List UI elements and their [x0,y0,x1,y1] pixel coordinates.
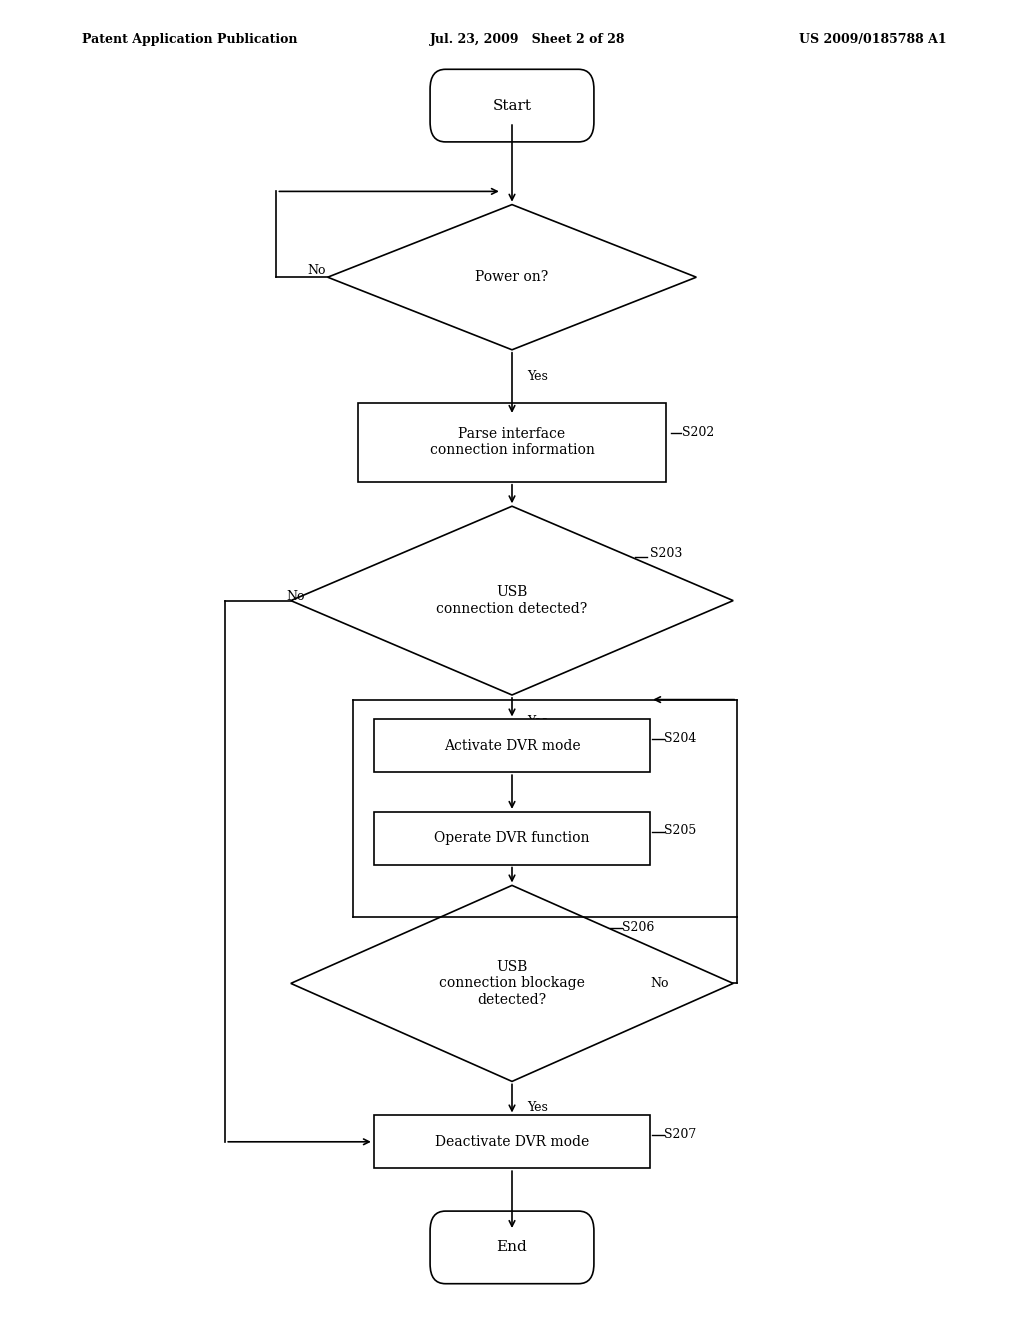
Text: No: No [307,264,326,277]
Bar [374,719,650,772]
Text: S203: S203 [650,546,683,560]
Bar [358,403,666,482]
Text: Activate DVR mode: Activate DVR mode [443,739,581,752]
Text: Patent Application Publication: Patent Application Publication [82,33,297,46]
Polygon shape [291,506,733,694]
Text: No: No [287,590,305,603]
Text: Yes: Yes [527,1101,548,1114]
Text: S202: S202 [682,425,714,438]
Text: Jul. 23, 2009   Sheet 2 of 28: Jul. 23, 2009 Sheet 2 of 28 [430,33,626,46]
Text: Yes: Yes [527,715,548,727]
Text: S205: S205 [664,824,695,837]
Bar [374,812,650,865]
Text: FIG. 2: FIG. 2 [470,73,554,96]
Polygon shape [328,205,696,350]
Text: US 2009/0185788 A1: US 2009/0185788 A1 [799,33,946,46]
Text: End: End [497,1241,527,1254]
Text: Yes: Yes [527,370,548,383]
Text: Parse interface
connection information: Parse interface connection information [429,428,595,457]
Text: Deactivate DVR mode: Deactivate DVR mode [435,1135,589,1148]
FancyBboxPatch shape [430,69,594,141]
Polygon shape [291,886,733,1081]
Text: S206: S206 [622,920,654,933]
Text: USB
connection blockage
detected?: USB connection blockage detected? [439,960,585,1007]
Text: Operate DVR function: Operate DVR function [434,832,590,845]
Text: No: No [650,977,669,990]
Text: USB
connection detected?: USB connection detected? [436,586,588,615]
FancyBboxPatch shape [430,1212,594,1283]
Text: S204: S204 [664,731,696,744]
Text: Start: Start [493,99,531,112]
Bar [374,1115,650,1168]
Text: S207: S207 [664,1127,695,1140]
Text: Power on?: Power on? [475,271,549,284]
